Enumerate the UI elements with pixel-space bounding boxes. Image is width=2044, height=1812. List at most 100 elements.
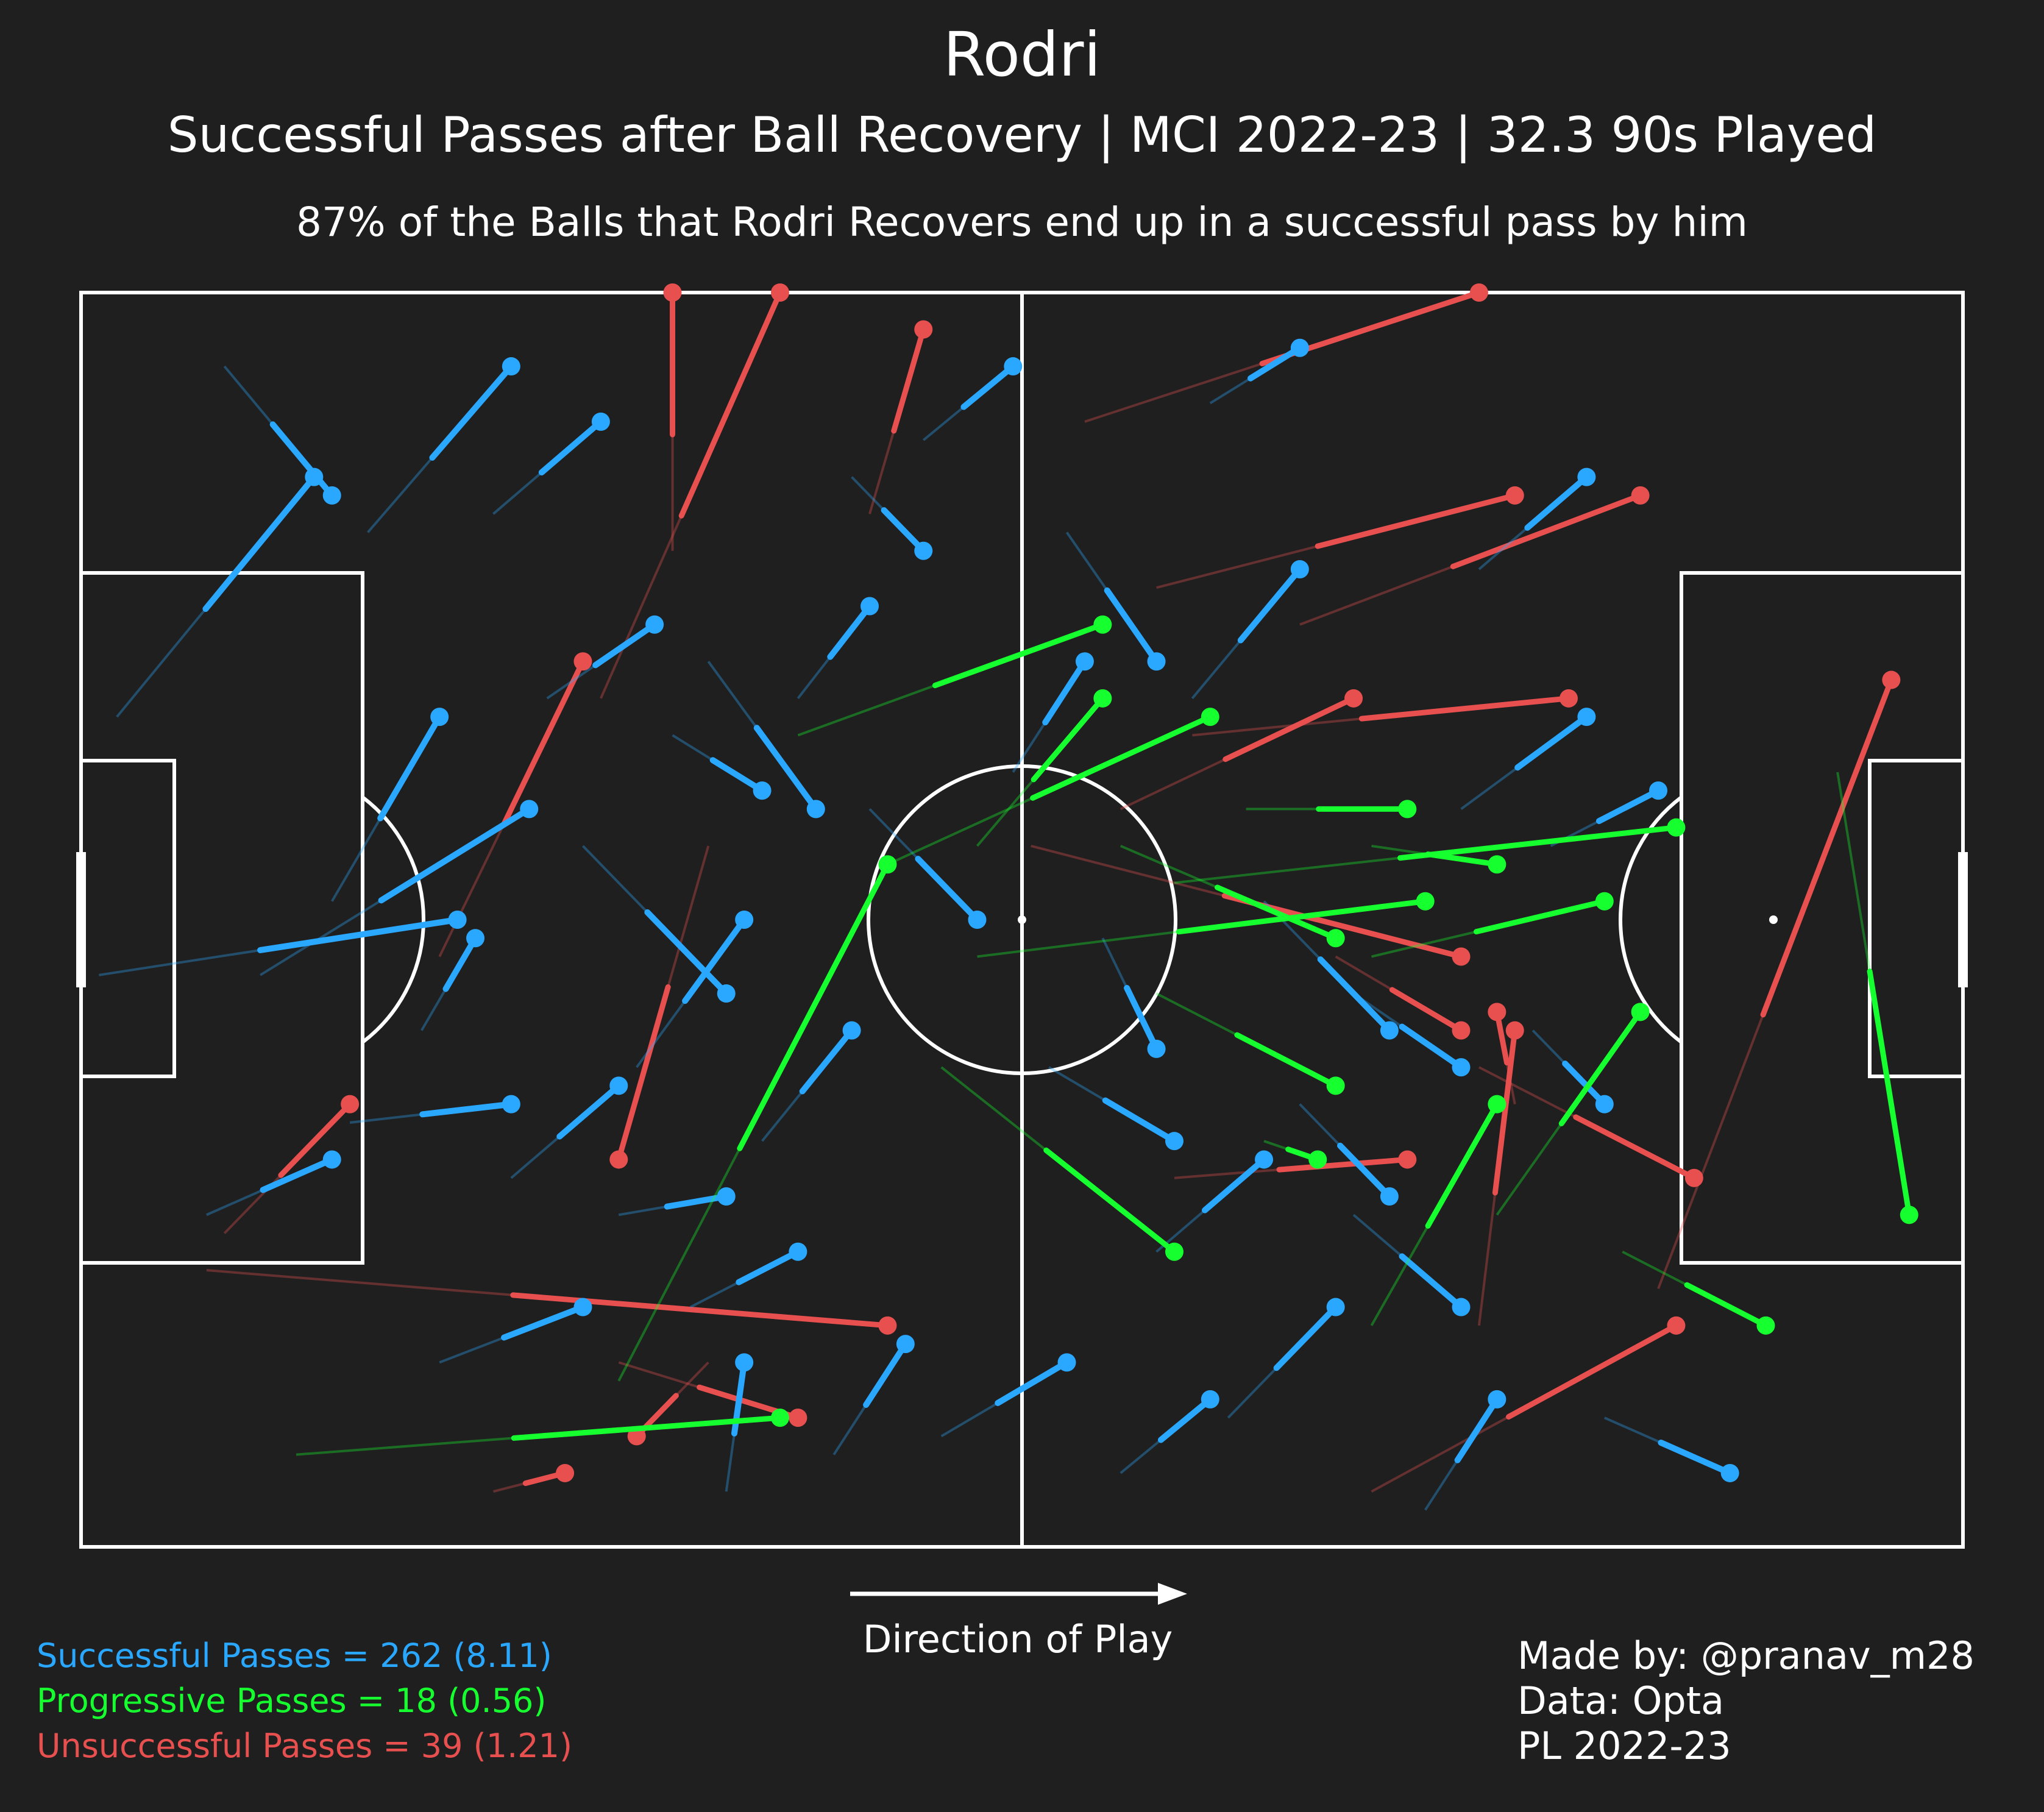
unsuccessful-passes-end-marker: [878, 1316, 897, 1335]
progressive-passes-line: [1176, 898, 1428, 935]
successful-passes-end-marker: [1380, 1021, 1399, 1040]
progressive-passes-end-marker: [1488, 1095, 1506, 1114]
progressive-passes-end-marker: [1326, 929, 1345, 948]
successful-passes-line: [260, 1156, 335, 1193]
unsuccessful-passes-end-marker: [1488, 1003, 1506, 1021]
successful-passes-end-marker: [466, 929, 485, 948]
progressive-passes-line: [511, 1415, 783, 1441]
unsuccessful-passes-line: [510, 1292, 890, 1329]
left-penalty-box: [79, 571, 364, 1265]
successful-passes-end-marker: [502, 357, 520, 376]
unsuccessful-passes-line: [1389, 987, 1464, 1034]
successful-passes-end-marker: [968, 911, 987, 929]
unsuccessful-passes-end-marker: [789, 1409, 807, 1427]
progressive-passes-line: [1031, 695, 1105, 783]
progressive-passes-end-marker: [1667, 818, 1686, 837]
successful-passes-end-marker: [1165, 1132, 1183, 1151]
progressive-passes-end-marker: [1488, 855, 1506, 874]
progressive-passes-line: [1215, 884, 1339, 941]
successful-passes-end-marker: [1577, 467, 1596, 486]
legend-unsuccessful: Unsuccessful Passes = 39 (1.21): [37, 1727, 573, 1765]
direction-arrow: [850, 1583, 1187, 1605]
unsuccessful-passes-end-marker: [1667, 1316, 1686, 1335]
successful-passes-end-marker: [861, 597, 879, 616]
unsuccessful-passes-line: [678, 290, 783, 519]
unsuccessful-passes-line: [1450, 492, 1644, 569]
progressive-passes-line: [1425, 851, 1500, 867]
successful-passes-line: [378, 806, 533, 904]
successful-passes-end-marker: [520, 800, 539, 819]
unsuccessful-passes-end-marker: [1631, 486, 1650, 505]
left-penalty-arc: [361, 795, 426, 1044]
successful-passes-line: [736, 1248, 801, 1285]
successful-passes-line: [501, 1304, 586, 1341]
successful-passes-end-marker: [1290, 338, 1309, 357]
successful-passes-line: [1104, 587, 1160, 665]
progressive-passes-line: [1558, 1009, 1644, 1126]
unsuccessful-passes-end-marker: [1452, 1021, 1471, 1040]
successful-passes-line: [1317, 956, 1393, 1034]
successful-passes-line: [995, 1359, 1070, 1406]
progressive-passes-end-marker: [1756, 1316, 1775, 1335]
progressive-passes-line: [1867, 968, 1912, 1218]
left-six-yard-box: [79, 759, 176, 1078]
successful-passes-end-marker: [753, 781, 772, 800]
successful-passes-line: [753, 725, 819, 812]
successful-passes-end-marker: [1147, 652, 1166, 671]
legend-successful: Successful Passes = 262 (8.11): [37, 1636, 552, 1675]
chart-subtitle: Successful Passes after Ball Recovery | …: [167, 107, 1877, 163]
progressive-passes-line: [1234, 1032, 1339, 1089]
unsuccessful-passes-group: [206, 283, 1901, 1493]
successful-passes-end-marker: [735, 911, 754, 929]
unsuccessful-passes-end-marker: [663, 283, 682, 302]
credit-data: Data: Opta: [1517, 1679, 1725, 1723]
successful-passes-end-marker: [645, 615, 664, 634]
successful-passes-end-marker: [735, 1353, 754, 1372]
legend-progressive: Progressive Passes = 18 (0.56): [37, 1682, 547, 1720]
successful-passes-line: [442, 935, 479, 992]
pitch-markings: [76, 291, 1968, 1549]
successful-passes-end-marker: [914, 541, 933, 560]
successful-passes-end-marker: [1452, 1058, 1471, 1077]
successful-passes-line: [1247, 344, 1303, 382]
successful-passes-end-marker: [322, 486, 341, 505]
successful-passes-end-marker: [806, 800, 825, 819]
unsuccessful-passes-line: [1505, 1323, 1679, 1420]
unsuccessful-passes-end-marker: [341, 1095, 360, 1114]
successful-passes-end-marker: [502, 1095, 520, 1114]
successful-passes-line: [827, 603, 873, 660]
successful-passes-line: [1237, 566, 1303, 644]
successful-passes-end-marker: [789, 1242, 807, 1261]
successful-passes-line: [429, 363, 514, 461]
centre-circle: [867, 764, 1177, 1075]
unsuccessful-passes-end-marker: [1398, 1150, 1417, 1169]
unsuccessful-passes-line: [1358, 695, 1572, 722]
unsuccessful-passes-end-marker: [1882, 670, 1901, 689]
direction-of-play-label: Direction of Play: [862, 1617, 1173, 1661]
successful-passes-line: [1562, 1061, 1608, 1107]
successful-passes-end-marker: [305, 467, 324, 486]
successful-passes-line: [1658, 1440, 1733, 1476]
progressive-passes-end-marker: [1398, 800, 1417, 819]
successful-passes-line: [960, 363, 1017, 410]
progressive-passes-line: [1030, 714, 1213, 801]
unsuccessful-passes-end-marker: [1559, 689, 1578, 708]
chart-note: 87% of the Balls that Rodri Recovers end…: [296, 199, 1748, 246]
successful-passes-line: [881, 507, 927, 554]
unsuccessful-passes-end-marker: [1452, 947, 1471, 966]
successful-passes-line: [1524, 474, 1590, 531]
progressive-passes-end-marker: [770, 1409, 789, 1427]
progressive-passes-line: [1425, 1101, 1500, 1229]
right-six-yard-box: [1868, 759, 1965, 1078]
direction-arrow-head: [1158, 1583, 1187, 1605]
successful-passes-line: [799, 1027, 855, 1095]
successful-passes-line: [592, 621, 658, 669]
legend: Successful Passes = 262 (8.11) Progressi…: [37, 1633, 572, 1769]
successful-passes-end-marker: [1380, 1187, 1399, 1206]
progressive-passes-end-marker: [1595, 892, 1614, 911]
successful-passes-end-marker: [1720, 1463, 1739, 1482]
successful-passes-line: [1157, 1396, 1213, 1443]
successful-passes-line: [377, 714, 443, 822]
unsuccessful-passes-end-marker: [609, 1150, 628, 1169]
successful-passes-line: [269, 421, 335, 499]
